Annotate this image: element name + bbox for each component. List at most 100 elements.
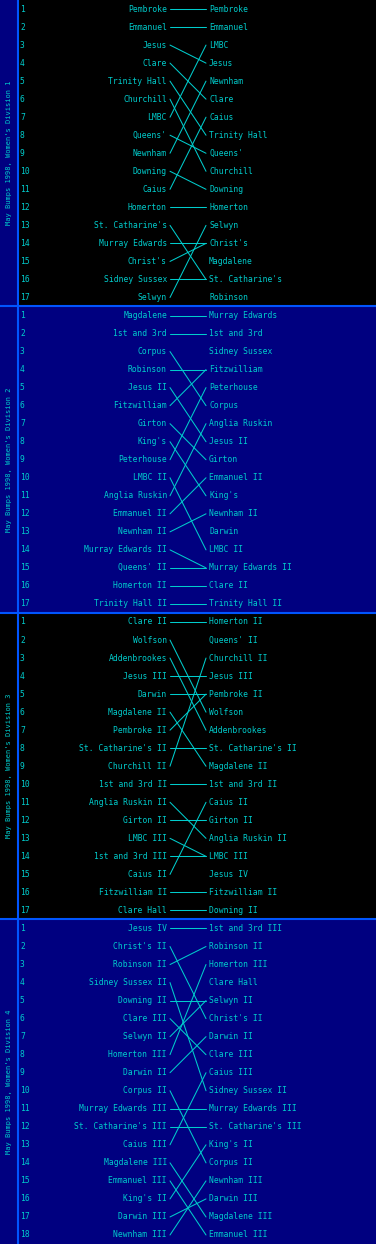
Text: Magdalene III: Magdalene III [104,1158,167,1167]
Text: 8: 8 [20,131,25,139]
Text: LMBC III: LMBC III [128,833,167,843]
Text: Downing: Downing [133,167,167,175]
Text: 1st and 3rd: 1st and 3rd [209,328,262,338]
Text: Fitzwilliam: Fitzwilliam [114,401,167,411]
Text: Jesus III: Jesus III [123,672,167,680]
Text: LMBC: LMBC [147,113,167,122]
Bar [18,919,376,1244]
Text: 9: 9 [20,1069,25,1077]
Text: Corpus: Corpus [138,347,167,356]
Text: 7: 7 [20,419,25,428]
Text: 1: 1 [20,924,25,933]
Text: Fitzwilliam II: Fitzwilliam II [209,888,277,897]
Text: 10: 10 [20,167,30,175]
Text: 12: 12 [20,509,30,519]
Text: Emmanuel: Emmanuel [128,22,167,31]
Text: Girton: Girton [209,455,238,464]
Text: Magdalene II: Magdalene II [209,761,267,771]
Text: May Bumps 1998, Women's Division 3: May Bumps 1998, Women's Division 3 [6,694,12,838]
Text: 3: 3 [20,347,25,356]
Text: Magdalene: Magdalene [123,311,167,320]
Text: 7: 7 [20,1033,25,1041]
Text: Corpus II: Corpus II [209,1158,253,1167]
Text: Pembroke: Pembroke [209,5,248,14]
Text: 4: 4 [20,58,25,67]
Text: 16: 16 [20,275,30,284]
Text: Sidney Sussex II: Sidney Sussex II [209,1086,287,1095]
Text: 4: 4 [20,978,25,986]
Text: Homerton II: Homerton II [114,581,167,591]
Text: Darwin III: Darwin III [118,1213,167,1222]
Text: 2: 2 [20,636,25,644]
Text: Clare III: Clare III [209,1050,253,1059]
Bar [18,613,376,919]
Text: Murray Edwards II: Murray Edwards II [209,564,292,572]
Text: St. Catharine's: St. Catharine's [94,221,167,230]
Text: King's: King's [138,437,167,447]
Text: Newnham: Newnham [209,77,243,86]
Text: 15: 15 [20,564,30,572]
Text: Christ's: Christ's [209,239,248,248]
Text: 4: 4 [20,364,25,374]
Text: Clare: Clare [143,58,167,67]
Text: May Bumps 1998, Women's Division 1: May Bumps 1998, Women's Division 1 [6,81,12,225]
Text: Girton II: Girton II [209,816,253,825]
Text: Clare Hall: Clare Hall [118,906,167,916]
Text: Caius III: Caius III [209,1069,253,1077]
Text: 8: 8 [20,1050,25,1059]
Text: 2: 2 [20,328,25,338]
Text: LMBC: LMBC [209,41,229,50]
Text: Corpus II: Corpus II [123,1086,167,1095]
Text: Caius III: Caius III [123,1141,167,1149]
Text: Murray Edwards III: Murray Edwards III [209,1105,297,1113]
Bar [0,306,18,613]
Text: 2: 2 [20,22,25,31]
Text: Emmanuel II: Emmanuel II [114,509,167,519]
Bar [0,919,18,1244]
Text: Homerton II: Homerton II [209,617,262,627]
Text: 4: 4 [20,672,25,680]
Text: Jesus II: Jesus II [209,437,248,447]
Text: St. Catharine's: St. Catharine's [209,275,282,284]
Text: King's: King's [209,491,238,500]
Text: 9: 9 [20,455,25,464]
Text: Clare Hall: Clare Hall [209,978,258,986]
Text: King's II: King's II [209,1141,253,1149]
Text: Emmanuel II: Emmanuel II [209,473,262,483]
Text: St. Catharine's II: St. Catharine's II [209,744,297,753]
Text: Clare: Clare [209,95,233,103]
Text: 7: 7 [20,725,25,735]
Text: 2: 2 [20,942,25,950]
Text: 10: 10 [20,780,30,789]
Text: Christ's: Christ's [128,258,167,266]
Text: Jesus IV: Jesus IV [128,924,167,933]
Text: Selwyn II: Selwyn II [123,1033,167,1041]
Text: May Bumps 1998, Women's Division 2: May Bumps 1998, Women's Division 2 [6,387,12,532]
Text: 5: 5 [20,689,25,699]
Text: Robinson: Robinson [209,294,248,302]
Text: Churchill: Churchill [209,167,253,175]
Text: LMBC III: LMBC III [209,852,248,861]
Text: Pembroke: Pembroke [128,5,167,14]
Text: Fitzwilliam II: Fitzwilliam II [99,888,167,897]
Text: 11: 11 [20,1105,30,1113]
Text: 12: 12 [20,816,30,825]
Text: Peterhouse: Peterhouse [209,383,258,392]
Text: Darwin II: Darwin II [209,1033,253,1041]
Text: Clare II: Clare II [128,617,167,627]
Bar [0,0,18,306]
Text: Newnham: Newnham [133,149,167,158]
Text: 9: 9 [20,149,25,158]
Text: 16: 16 [20,888,30,897]
Text: Pembroke II: Pembroke II [114,725,167,735]
Text: 13: 13 [20,1141,30,1149]
Text: Clare II: Clare II [209,581,248,591]
Text: 1st and 3rd III: 1st and 3rd III [94,852,167,861]
Text: Robinson II: Robinson II [114,960,167,969]
Text: 13: 13 [20,221,30,230]
Text: Jesus III: Jesus III [209,672,253,680]
Bar [0,613,18,919]
Text: Jesus IV: Jesus IV [209,870,248,880]
Text: Addenbrookes: Addenbrookes [209,725,267,735]
Text: 3: 3 [20,653,25,663]
